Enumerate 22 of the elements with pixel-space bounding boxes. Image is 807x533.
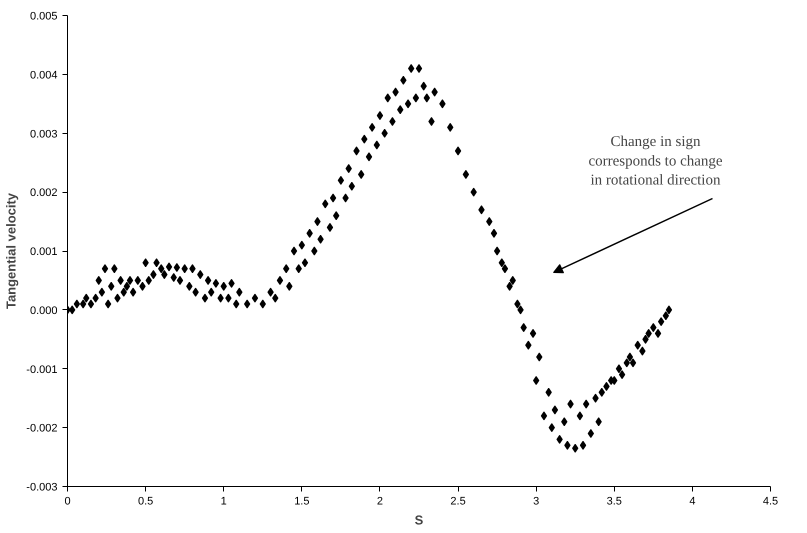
y-tick-label: 0.004 — [30, 69, 58, 82]
x-axis-title: S — [414, 512, 424, 528]
y-tick-label: -0.002 — [26, 422, 58, 435]
y-tick-label: 0.005 — [30, 10, 58, 22]
x-tick-label: 4 — [689, 496, 696, 508]
x-tick-label: 1 — [220, 496, 227, 508]
y-tick-label: -0.003 — [26, 482, 58, 494]
x-tick-label: 3 — [533, 496, 540, 508]
annotation: Change in sign corresponds to change in rotational direction — [588, 134, 723, 188]
x-tick-label: 4.5 — [762, 496, 778, 508]
y-tick-label: 0.000 — [30, 304, 58, 317]
y-tick-label: 0.002 — [30, 187, 58, 200]
y-axis-title: Tangential velocity — [3, 192, 18, 310]
x-tick-label: 1.5 — [294, 496, 310, 508]
y-tick-label: 0.001 — [30, 246, 58, 258]
x-tick-label: 0 — [64, 496, 71, 508]
x-tick-label: 2 — [376, 496, 384, 508]
x-tick-label: 2.5 — [450, 496, 466, 508]
y-tick-label: -0.001 — [26, 364, 58, 376]
x-tick-label: 3.5 — [606, 496, 622, 508]
y-tick-label: 0.003 — [30, 128, 58, 140]
x-tick-label: 0.5 — [138, 496, 154, 508]
